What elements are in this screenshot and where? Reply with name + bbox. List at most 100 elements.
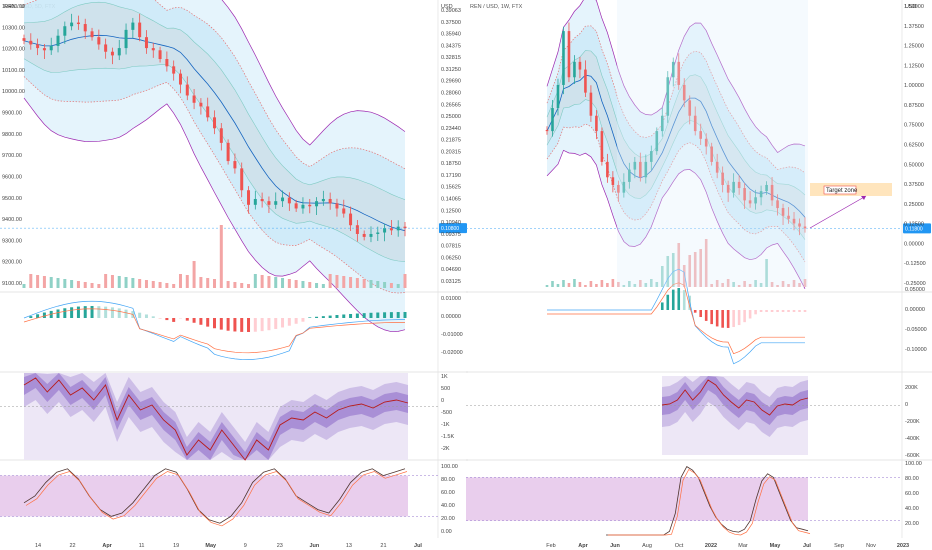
left-volume-bar <box>172 284 176 288</box>
left-macd-hist <box>36 314 40 318</box>
right-candle-body <box>776 200 779 209</box>
left-macd-hist <box>165 318 169 321</box>
left-candle-body <box>22 38 26 41</box>
left-candle-body <box>369 233 373 237</box>
left-x-label: 21 <box>380 543 386 549</box>
left-macd-hist <box>29 316 33 318</box>
left-band-outer-lower <box>23 97 406 333</box>
left-volume-bar <box>253 274 257 288</box>
right-volume-bar <box>721 283 724 287</box>
left-candle-body <box>49 45 53 51</box>
left-price-tick: 10400.00 <box>2 4 25 10</box>
left-x-label: 23 <box>277 543 283 549</box>
left-volume-bar <box>165 283 169 288</box>
left-price-tick: 9500.00 <box>2 196 22 202</box>
right-candle-body <box>765 184 768 192</box>
left-candle-body <box>287 197 291 204</box>
right-macd-tick: 0.05000 <box>905 287 925 293</box>
left-volume-bar <box>124 277 128 288</box>
right-candle-body <box>628 169 631 182</box>
left-volume-bar <box>240 283 244 288</box>
right-price-tick: 0.62500 <box>904 143 924 149</box>
left-volume-bar <box>90 283 94 288</box>
right-price-tick: 0.12500 <box>904 222 924 228</box>
left-macd-hist <box>172 318 176 322</box>
left-volume-bar <box>376 281 380 288</box>
left-volume-bar <box>185 275 189 288</box>
right-volume-bar <box>682 265 686 287</box>
left-candle-body <box>110 51 114 56</box>
right-macd-hist <box>666 294 670 310</box>
right-stoch-tick: 100.00 <box>905 461 922 467</box>
left-volume-bar <box>362 279 366 288</box>
right-volume-bar <box>551 281 554 287</box>
left-volume-bar <box>70 280 74 288</box>
right-candle-body <box>781 208 785 216</box>
left-macd-hist <box>90 306 94 318</box>
right-volume-bar <box>633 284 637 287</box>
right-candle-body <box>600 131 604 162</box>
left-macd-hist <box>274 318 278 329</box>
right-x-label: Nov <box>866 543 876 549</box>
left-obv-tick: -2K <box>441 446 450 452</box>
left-candle-body <box>315 201 319 207</box>
left-volume-bar <box>219 225 223 288</box>
left-candle-body <box>219 128 223 143</box>
left-right-tick: 0.18750 <box>441 161 461 167</box>
left-volume-bar <box>321 284 325 288</box>
left-price-tick: 9900.00 <box>2 111 22 117</box>
left-right-tick: 0.32815 <box>441 55 461 61</box>
right-volume-bar <box>595 284 598 287</box>
left-x-label: 14 <box>35 543 41 549</box>
left-macd-hist <box>206 318 210 327</box>
right-volume-bar <box>803 279 807 287</box>
right-band-dot-lower <box>546 123 806 263</box>
right-volume-bar <box>770 282 774 287</box>
left-candle-body <box>42 48 46 51</box>
right-band-dot-upper <box>546 25 806 173</box>
right-volume-bar <box>732 282 735 287</box>
right-candle-body <box>748 200 752 204</box>
left-candle-body <box>172 66 176 74</box>
left-volume-bar <box>267 276 271 288</box>
right-candle-body <box>792 218 796 224</box>
left-band-inner <box>24 2 405 262</box>
right-candle-body <box>589 92 593 116</box>
left-right-tick: 0.23440 <box>441 126 461 132</box>
right-x-label: Jun <box>610 543 620 549</box>
right-price-pill: 0.11800 <box>905 226 923 232</box>
right-volume-bar <box>748 284 752 287</box>
left-candle-body <box>349 213 353 226</box>
left-candle-body <box>226 142 230 162</box>
right-highlight-column <box>617 0 808 287</box>
right-macd-hist <box>748 310 752 319</box>
left-signal-line <box>23 308 405 354</box>
left-macd-hist <box>213 318 216 329</box>
left-volume-bar <box>151 281 155 288</box>
target-zone-label-box <box>823 185 857 195</box>
right-macd-line <box>547 268 805 365</box>
left-volume-bar <box>97 284 101 288</box>
left-macd-hist <box>328 315 332 318</box>
left-volume-bar <box>260 275 264 288</box>
right-macd-hist <box>682 290 686 310</box>
left-stoch-zone <box>0 475 408 517</box>
left-right-tick: 0.06250 <box>441 255 461 261</box>
left-right-tick: 0.09375 <box>441 232 461 238</box>
left-right-tick: 0.17190 <box>441 173 461 179</box>
right-volume-bar <box>655 282 659 287</box>
left-macd-hist <box>42 312 46 318</box>
right-volume-bar <box>567 283 571 287</box>
left-candle-body <box>253 198 257 205</box>
right-volume-bar <box>699 249 703 287</box>
left-stoch-tick: 80.00 <box>441 477 455 483</box>
left-volume-bar <box>104 274 108 288</box>
right-candle-body <box>704 138 708 147</box>
left-macd-hist <box>247 318 251 332</box>
left-right-tick: 0.37500 <box>441 20 461 26</box>
left-volume-bar <box>355 278 359 288</box>
left-volume-bar <box>42 276 46 288</box>
right-obv-tick: 0 <box>905 402 908 408</box>
right-macd-hist <box>699 310 703 318</box>
